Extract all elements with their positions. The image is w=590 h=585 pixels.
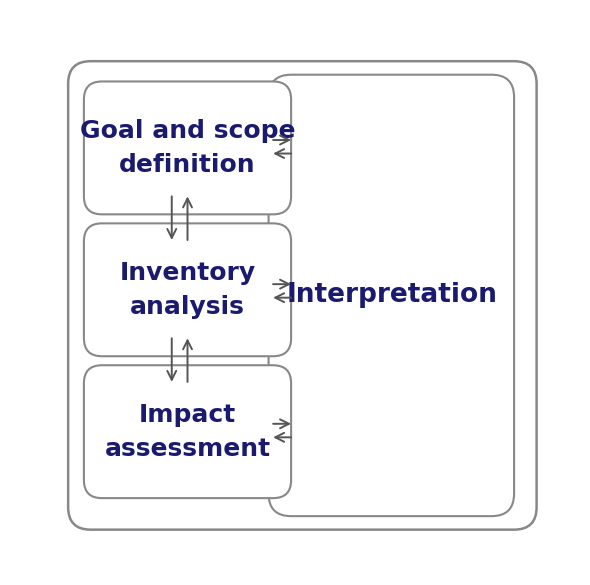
Text: Inventory
analysis: Inventory analysis (119, 261, 255, 319)
FancyBboxPatch shape (84, 81, 291, 214)
FancyBboxPatch shape (268, 75, 514, 516)
Text: Impact
assessment: Impact assessment (104, 403, 271, 460)
Text: Interpretation: Interpretation (286, 283, 497, 308)
FancyBboxPatch shape (68, 61, 537, 529)
FancyBboxPatch shape (84, 223, 291, 356)
FancyBboxPatch shape (84, 365, 291, 498)
Text: Goal and scope
definition: Goal and scope definition (80, 119, 295, 177)
